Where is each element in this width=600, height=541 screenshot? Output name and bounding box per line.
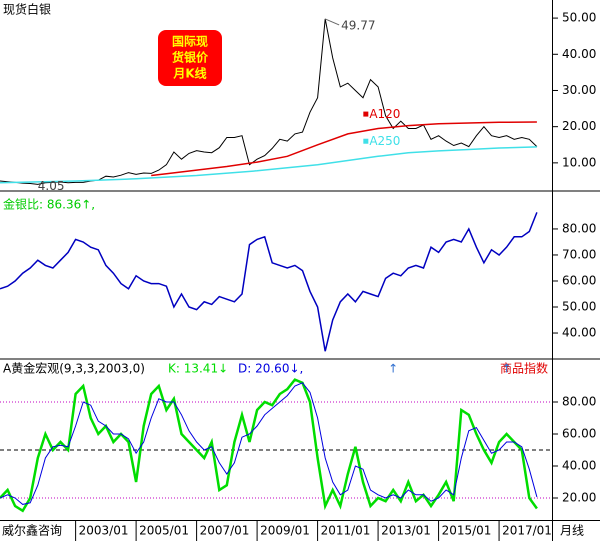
- legend-swatch: [363, 111, 369, 117]
- panel-header: 金银比: 86.36↑,: [3, 197, 95, 212]
- legend-label: A120: [369, 107, 400, 121]
- y-tick-label: 30.00: [562, 83, 596, 97]
- arrow: ↑: [388, 362, 398, 376]
- legend-swatch: [363, 138, 369, 144]
- x-tick-label: 2013/01: [381, 524, 431, 538]
- x-tick-label: 2003/01: [79, 524, 129, 538]
- y-tick-label: 40.00: [562, 326, 596, 340]
- annotation: 49.77: [341, 18, 375, 32]
- x-tick-label: 2007/01: [200, 524, 250, 538]
- y-tick-label: 20.00: [562, 119, 596, 133]
- series-header: D: 20.60↓,: [238, 362, 303, 376]
- badge: [158, 30, 222, 86]
- series-line: [151, 121, 537, 177]
- series-header: K: 13.41↓: [168, 362, 228, 376]
- badge-text: 月K线: [172, 66, 206, 81]
- y-tick-label: 80.00: [562, 395, 596, 409]
- annotation: 4.05: [38, 179, 65, 193]
- x-tick-label: 2005/01: [139, 524, 189, 538]
- arrow: ↑: [502, 362, 512, 376]
- series-line: [0, 378, 538, 513]
- series-line: [0, 146, 537, 184]
- x-tick-label: 2009/01: [260, 524, 310, 538]
- y-tick-label: 60.00: [562, 273, 596, 287]
- badge-text: 国际现: [172, 35, 208, 49]
- series-line: [0, 212, 538, 352]
- series-line: [0, 382, 538, 505]
- x-tick-label: 2017/01: [502, 524, 552, 538]
- y-tick-label: 10.00: [562, 155, 596, 169]
- period-label: 月线: [560, 524, 584, 538]
- y-tick-label: 50.00: [562, 11, 596, 25]
- y-tick-label: 70.00: [562, 247, 596, 261]
- x-tick-label: 2011/01: [321, 524, 371, 538]
- y-tick-label: 20.00: [562, 491, 596, 505]
- panel-title: 现货白银: [3, 2, 51, 17]
- source-label: 威尔鑫咨询: [2, 523, 62, 538]
- corner-text: 商品指数: [500, 361, 548, 376]
- y-tick-label: 60.00: [562, 427, 596, 441]
- y-tick-label: 50.00: [562, 300, 596, 314]
- panel-title: A黄金宏观(9,3,3,2003,0): [3, 361, 145, 376]
- badge-text: 货银价: [172, 50, 209, 65]
- legend-label: A250: [369, 134, 400, 148]
- y-tick-label: 80.00: [562, 221, 596, 235]
- x-tick-label: 2015/01: [442, 524, 492, 538]
- y-tick-label: 40.00: [562, 459, 596, 473]
- annotation-leader: [324, 18, 340, 26]
- y-tick-label: 40.00: [562, 47, 596, 61]
